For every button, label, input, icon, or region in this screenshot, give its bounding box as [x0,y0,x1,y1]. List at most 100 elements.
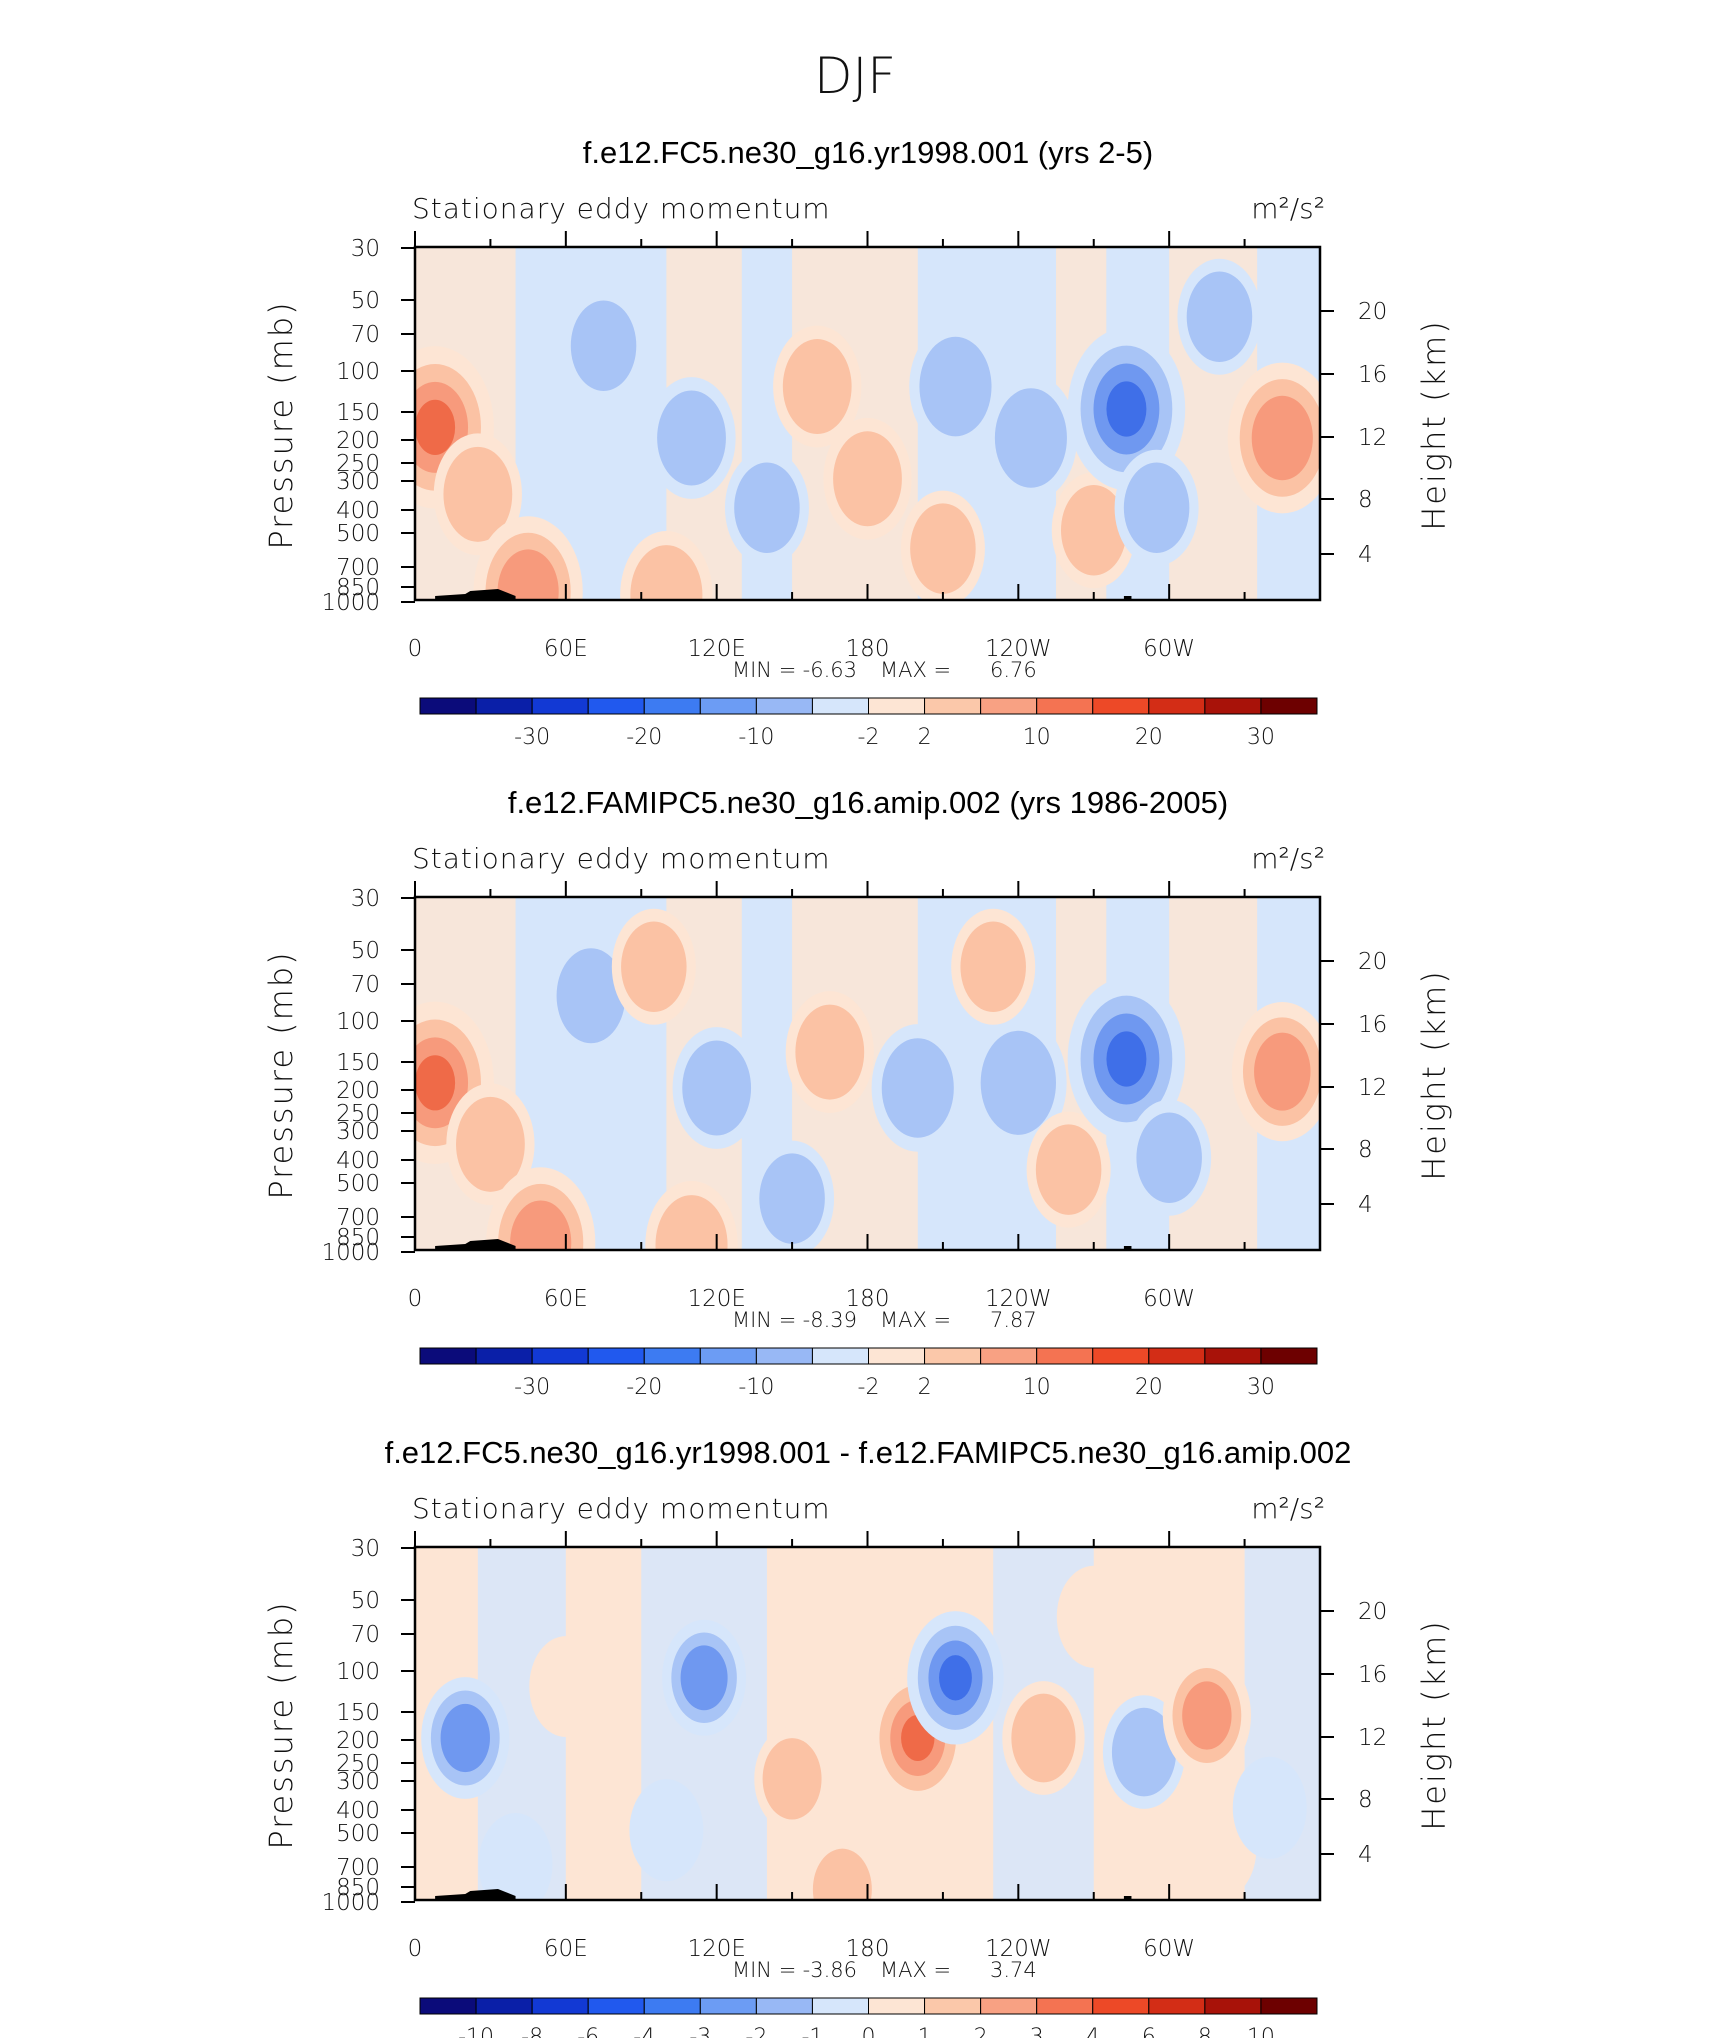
y-tick-label: 30 [351,236,380,262]
y-tick-label: 1000 [321,590,380,616]
y-tick-label: 400 [336,1798,380,1824]
panel-units: m²/s² [1251,1492,1325,1525]
x-tick-label: 60W [1143,1286,1195,1312]
colorbar-box [755,697,813,715]
contour-feature [1035,1124,1102,1215]
contour-feature [980,1030,1057,1135]
x-tick-label: 60E [544,636,588,662]
contour-feature [415,399,456,455]
y-tick-label: 300 [336,469,380,495]
contour-feature [1186,271,1253,363]
x-tick-label: 0 [408,1936,423,1962]
min-label: MIN = [732,1308,796,1332]
colorbar-box [1204,1347,1262,1365]
colorbar-box [699,1997,757,2015]
colorbar-box [587,1347,645,1365]
contour-feature [960,921,1026,1013]
colorbar-box [980,697,1038,715]
panel-subtitle: Stationary eddy momentum [412,192,831,225]
contour-feature [630,545,703,600]
contour-feature [1251,395,1313,481]
colorbar-label: -20 [626,1375,662,1400]
y-tick-label: 400 [336,1148,380,1174]
colorbar-label: -3 [689,2025,711,2038]
colorbar-box [1092,697,1150,715]
colorbar-label: -4 [633,2025,655,2038]
colorbar-box [643,697,701,715]
colorbar-label: -6 [577,2025,599,2038]
y-right-tick-label: 20 [1358,949,1387,975]
contour-feature [1232,1756,1307,1859]
colorbar-box [699,697,757,715]
colorbar-label: 2 [974,2025,988,2038]
colorbar-box [811,697,869,715]
y-axis-label: Pressure (mb) [262,1600,300,1849]
y-tick-label: 150 [336,1700,380,1726]
colorbar-box [475,1347,533,1365]
colorbar-label: -2 [858,1375,880,1400]
y-tick-label: 250 [336,1751,380,1777]
y-tick-label: 200 [336,428,380,454]
colorbar-box [1148,1347,1206,1365]
contour-field [415,247,1320,600]
colorbar: -30 -20 -10 -2 2 10 20 30 [419,697,1318,750]
contour-feature [939,1655,972,1701]
y-tick-label: 1000 [321,1890,380,1916]
colorbar-box [868,697,926,715]
x-tick-label: 120E [687,636,745,662]
y-tick-label: 300 [336,1769,380,1795]
colorbar-label: -10 [738,1375,774,1400]
panel-units: m²/s² [1251,842,1325,875]
colorbar-box [924,697,982,715]
colorbar-label: 2 [918,1375,932,1400]
colorbar-box [1148,697,1206,715]
y-tick-label: 850 [336,575,380,601]
y-tick-label: 200 [336,1078,380,1104]
colorbar-box [587,697,645,715]
y-tick-label: 700 [336,1205,380,1231]
panel-2: f.e12.FAMIPC5.ne30_g16.amip.002 (yrs 198… [262,785,1453,1400]
contour-feature [1111,1707,1177,1797]
colorbar-box [755,1997,813,2015]
x-tick-label: 60E [544,1936,588,1962]
y-tick-label: 200 [336,1728,380,1754]
contour-feature [833,431,902,527]
contour-feature [529,1636,603,1738]
y-right-tick-label: 4 [1358,1192,1373,1218]
contour-feature [1106,1031,1147,1087]
colorbar-box [531,697,589,715]
colorbar-label: 10 [1023,1375,1051,1400]
contour-feature [910,503,976,594]
panel-title: f.e12.FC5.ne30_g16.yr1998.001 - f.e12.FA… [385,1435,1352,1470]
x-tick-label: 0 [408,1286,423,1312]
y-tick-label: 70 [351,972,380,998]
colorbar-label: -2 [745,2025,767,2038]
contour-feature [440,1703,490,1773]
y-right-tick-label: 12 [1358,1725,1387,1751]
y-tick-label: 500 [336,521,380,547]
contour-feature [1136,1112,1202,1203]
max-label: MAX = [880,1958,951,1982]
y-tick-label: 30 [351,1536,380,1562]
min-value: -8.39 [803,1308,857,1332]
colorbar-label: 10 [1247,2025,1275,2038]
colorbar-label: 3 [1030,2025,1044,2038]
min-label: MIN = [732,1958,796,1982]
x-tick-label: 60E [544,1286,588,1312]
colorbar-box [1092,1997,1150,2015]
x-tick-label: 180 [846,1936,890,1962]
contour-feature [682,1040,752,1136]
min-value: -3.86 [803,1958,857,1982]
y-tick-label: 50 [351,938,380,964]
contour-feature [919,336,992,437]
panel-3: f.e12.FC5.ne30_g16.yr1998.001 - f.e12.FA… [262,1435,1453,2038]
contour-feature [1123,462,1190,553]
min-value: -6.63 [803,658,857,682]
contour-field [415,1547,1320,1900]
contour-feature [1060,484,1127,576]
colorbar-label: -30 [514,725,550,750]
y-tick-label: 250 [336,1101,380,1127]
x-tick-label: 120W [985,636,1052,662]
y-tick-label: 150 [336,1050,380,1076]
max-value: 7.87 [990,1308,1037,1332]
